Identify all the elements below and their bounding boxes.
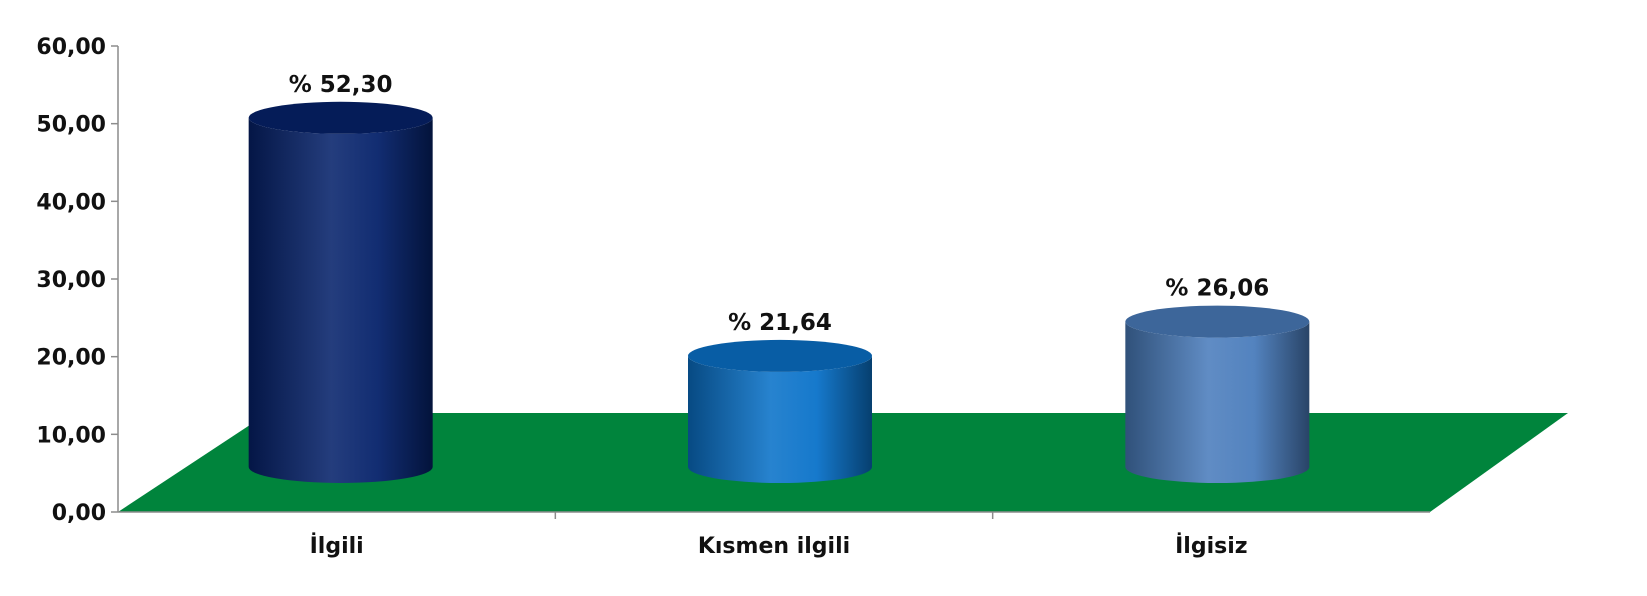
data-label: % 26,06 [1165,276,1269,302]
y-tick-label: 10,00 [36,423,106,448]
data-label: % 52,30 [289,72,393,98]
labels: 0,00 10,00 20,00 30,00 40,00 50,00 60,00 % 52,3… [36,35,1269,559]
y-tick-label: 20,00 [36,346,106,371]
bar-cylinder [688,339,872,483]
y-tick-label: 60,00 [36,35,106,60]
data-label: % 21,64 [728,310,832,336]
bar-top-cap [688,339,872,372]
bar-body [688,355,872,483]
x-tick-label: Kısmen ilgili [698,534,850,559]
bar-cylinder [1125,305,1310,483]
bar-cylinder [248,101,433,483]
x-tick-label: İlgili [310,533,364,559]
bar-body [1125,321,1310,483]
bar-body [248,117,433,483]
x-tick-label: İlgisiz [1175,533,1247,559]
bar-top-cap [1125,305,1310,338]
axes [111,45,1430,519]
y-tick-label: 0,00 [52,501,106,526]
bars [248,101,1310,483]
bar-top-cap [248,101,433,134]
y-tick-label: 40,00 [36,190,106,215]
y-tick-label: 50,00 [36,113,106,138]
y-tick-label: 30,00 [36,268,106,293]
